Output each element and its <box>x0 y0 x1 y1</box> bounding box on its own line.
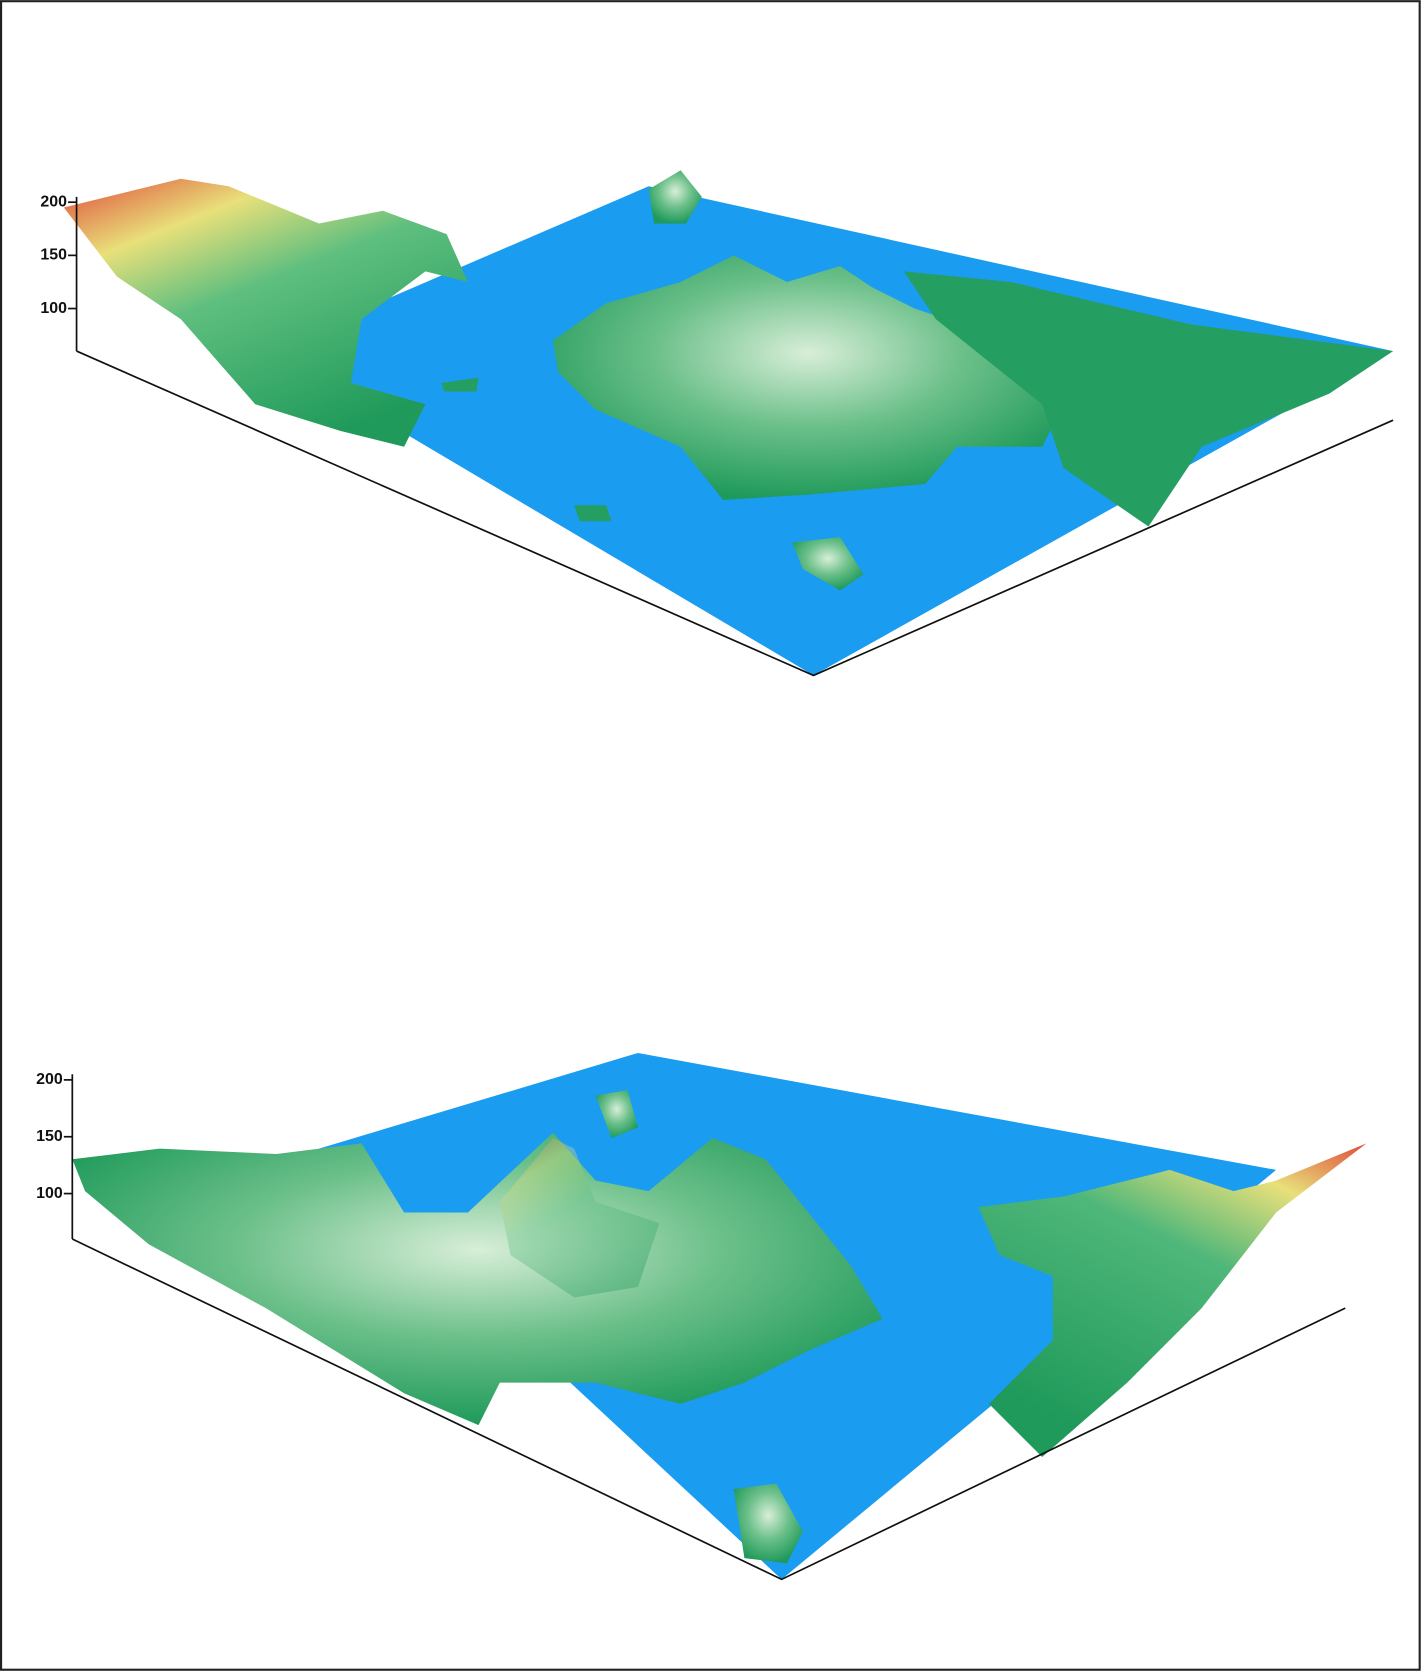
z-tick-label: 150 <box>36 1128 63 1145</box>
terrain-islet <box>574 505 611 521</box>
surface-plot <box>72 1053 1366 1579</box>
surface-plot <box>64 170 1393 675</box>
z-tick-label: 150 <box>40 247 67 264</box>
page: 100150200100150200 (() => { const data =… <box>0 0 1425 1672</box>
z-tick-label: 200 <box>36 1071 63 1088</box>
z-tick-label: 100 <box>36 1185 63 1202</box>
z-tick-label: 100 <box>40 300 67 317</box>
figure: 100 150 200 100 150 200 <box>0 0 1425 1672</box>
z-tick-label: 200 <box>40 193 67 210</box>
